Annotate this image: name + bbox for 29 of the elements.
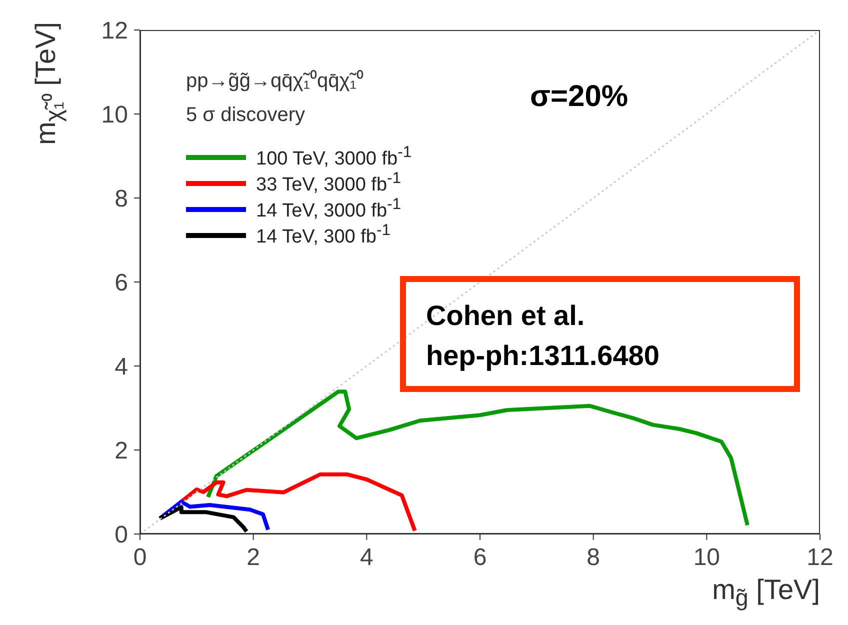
- x-tick-label: 2: [246, 544, 260, 572]
- x-tick-label: 8: [586, 544, 600, 572]
- x-tick-label: 10: [693, 544, 720, 572]
- line-series: [158, 500, 270, 532]
- line-series: [158, 505, 249, 534]
- annotation: σ=20%: [530, 80, 628, 113]
- legend-label: 100 TeV, 3000 fb$^{-1}$: [256, 144, 412, 170]
- y-tick-label: 8: [114, 186, 128, 213]
- annotation: Cohen et al.: [426, 300, 585, 331]
- annotation: hep-ph:1311.6480: [426, 340, 660, 371]
- line-series: [179, 472, 417, 533]
- x-tick-label: 0: [133, 544, 147, 572]
- annotation: pp→g̃g̃→qq̄χ̃₁⁰qq̄χ̃₁⁰: [186, 70, 364, 92]
- annotation: 5 σ discovery: [186, 104, 306, 126]
- y-tick-label: 10: [101, 102, 128, 129]
- y-tick-label: 2: [114, 438, 128, 465]
- x-tick-label: 12: [806, 544, 834, 572]
- legend-label: 14 TeV, 300 fb$^{-1}$: [256, 222, 391, 248]
- y-tick-label: 12: [101, 18, 128, 45]
- x-tick-label: 6: [473, 544, 487, 572]
- y-tick-label: 6: [114, 270, 128, 297]
- legend-label: 14 TeV, 3000 fb$^{-1}$: [256, 196, 402, 222]
- y-tick-label: 0: [114, 522, 128, 549]
- text-box: Cohen et al. hep-ph:1311.6480: [400, 276, 800, 392]
- y-tick-label: 4: [114, 354, 128, 381]
- x-axis-title: m$_{g̃}$ [TeV]: [712, 574, 820, 611]
- legend-label: 33 TeV, 3000 fb$^{-1}$: [256, 170, 402, 196]
- line-series: [206, 390, 750, 528]
- x-tick-label: 4: [360, 544, 374, 572]
